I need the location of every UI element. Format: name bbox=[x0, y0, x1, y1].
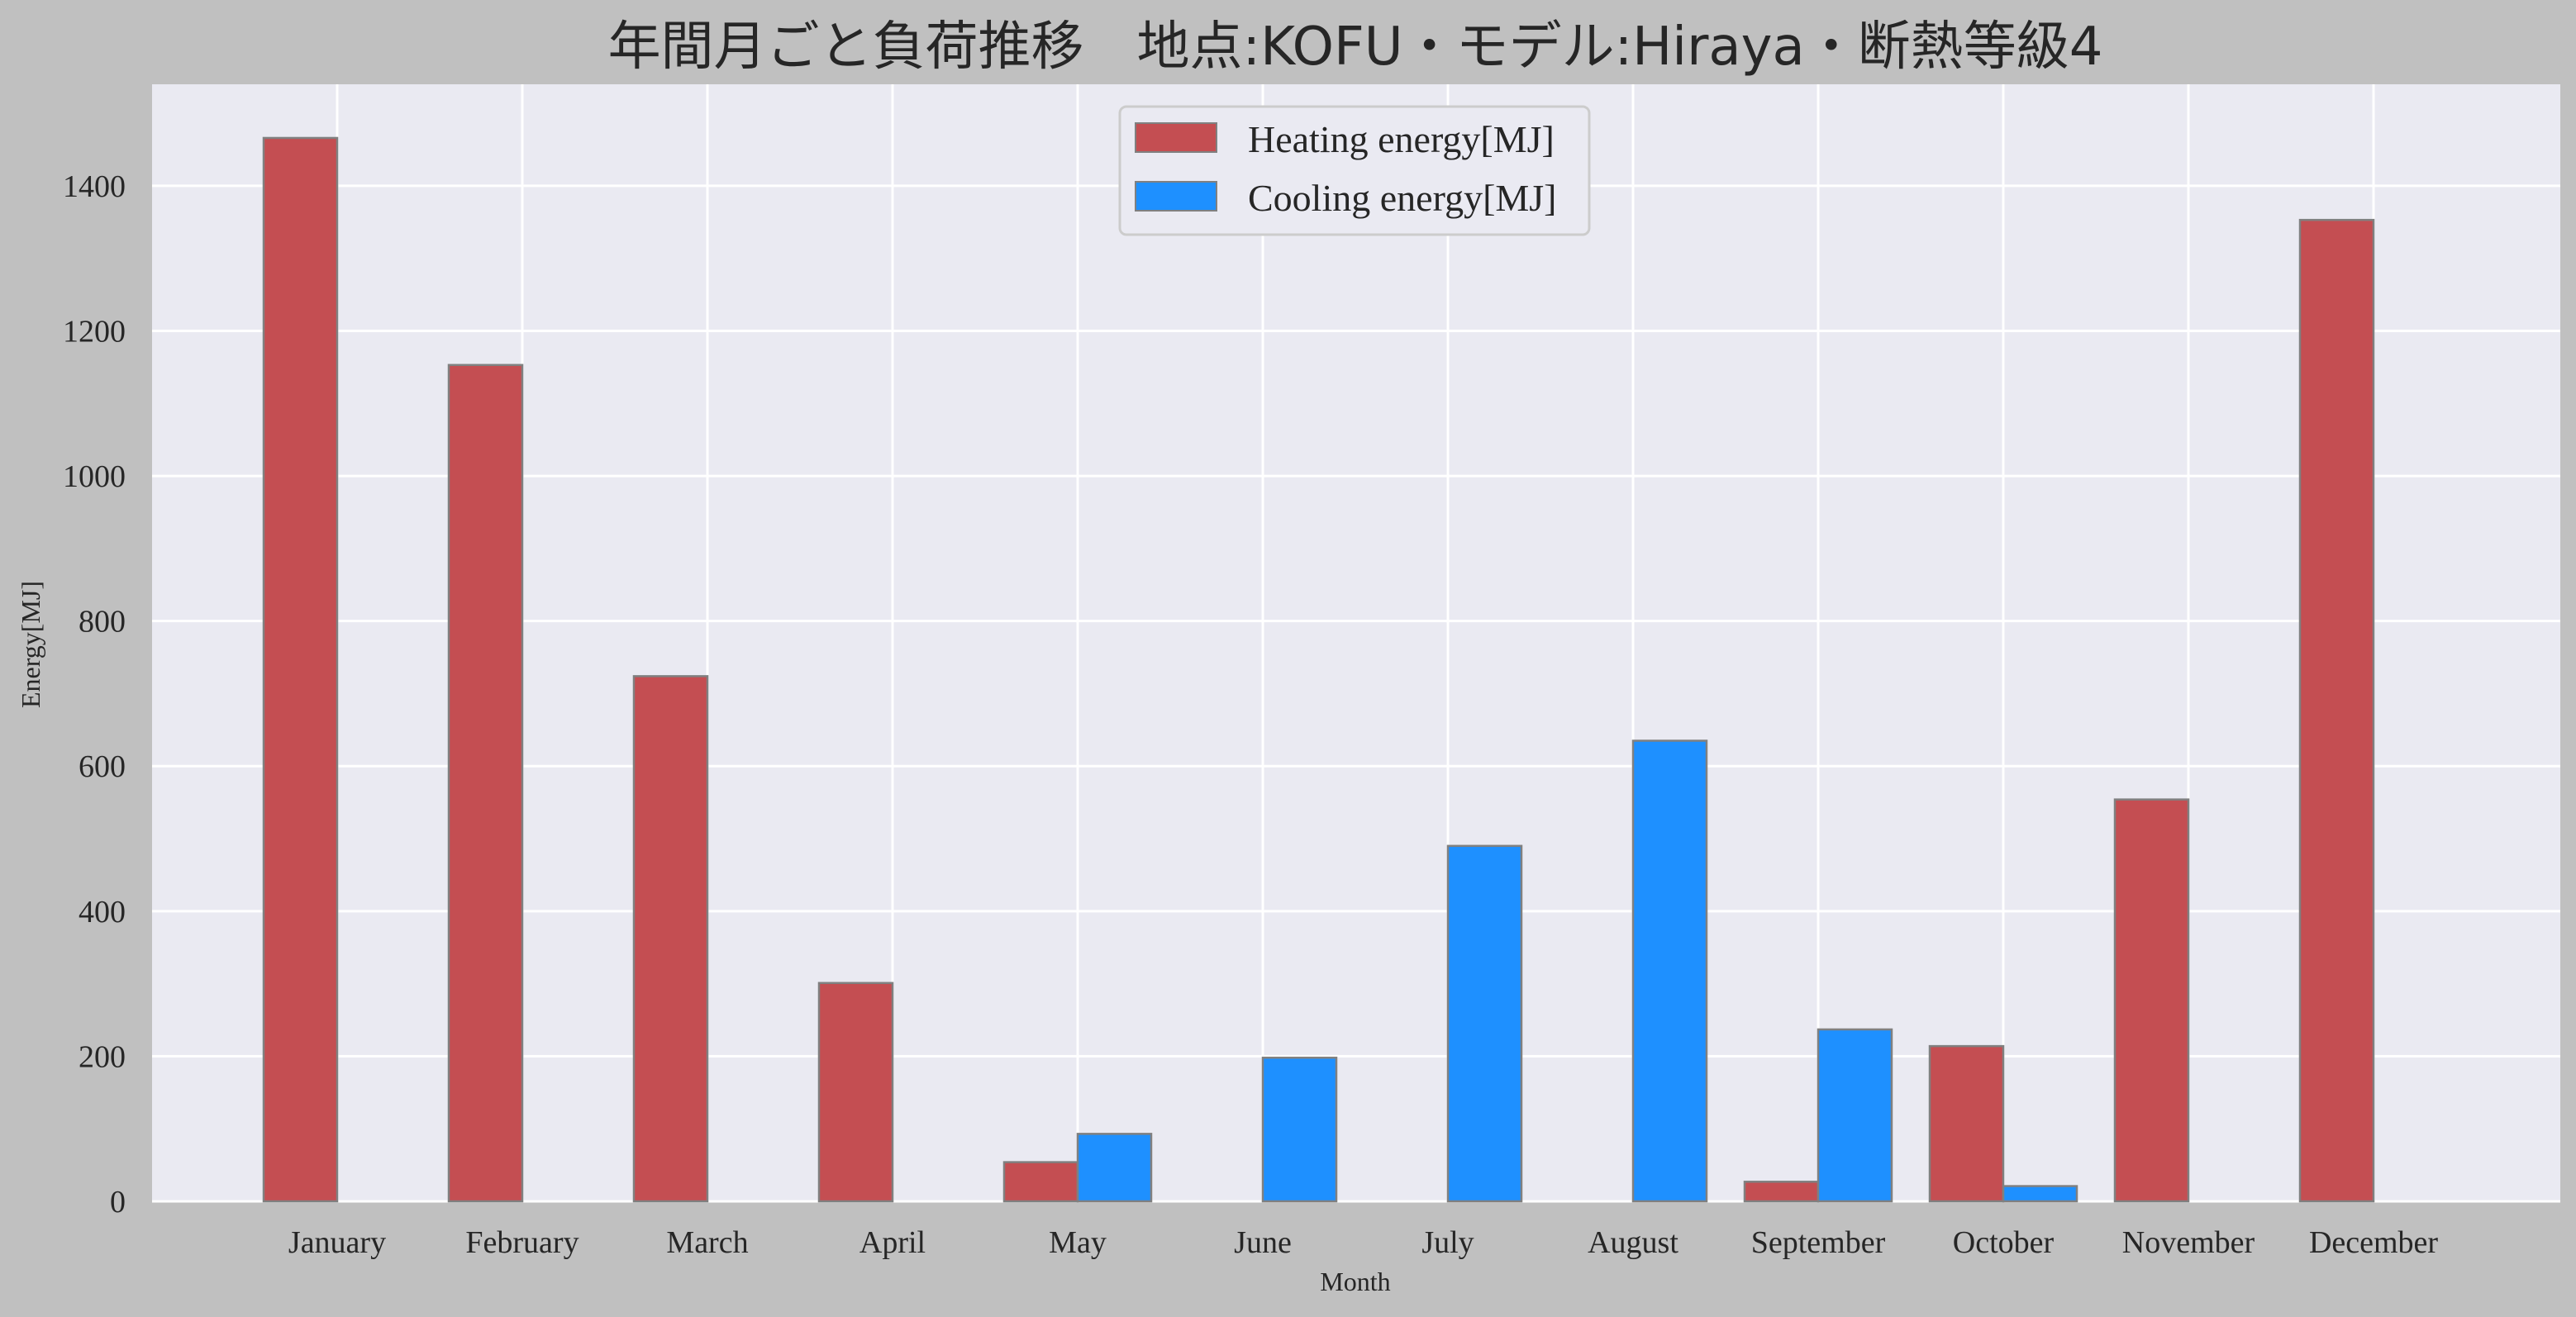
y-tick-labels: 0 200 400 600 800 1000 1200 1400 bbox=[63, 169, 126, 1220]
x-tick-label-may: May bbox=[1049, 1225, 1107, 1260]
y-axis-label: Energy[MJ] bbox=[16, 581, 45, 708]
bar-heating-september bbox=[1743, 1181, 1820, 1203]
x-axis-label: Month bbox=[1320, 1267, 1390, 1296]
bar-heating-may bbox=[1002, 1161, 1079, 1203]
x-tick-label-october: October bbox=[1953, 1225, 2055, 1260]
bar-heating-february bbox=[447, 364, 524, 1203]
x-tick-label-august: August bbox=[1588, 1225, 1678, 1260]
x-tick-label-june: June bbox=[1234, 1225, 1292, 1260]
x-tick-label-april: April bbox=[859, 1225, 926, 1260]
chart-title: 年間月ごと負荷推移 地点:KOFU・モデル:Hiraya・断熱等級4 bbox=[608, 17, 2103, 78]
bar-heating-january bbox=[262, 136, 339, 1203]
bar-cooling-august bbox=[1631, 739, 1708, 1203]
y-tick-label-0: 0 bbox=[110, 1185, 126, 1220]
x-tick-label-september: September bbox=[1751, 1225, 1886, 1260]
bar-cooling-july bbox=[1446, 844, 1523, 1203]
y-tick-label-4: 800 bbox=[79, 605, 126, 639]
legend-label-heating: Heating energy[MJ] bbox=[1248, 118, 1555, 160]
y-tick-label-7: 1400 bbox=[63, 169, 126, 204]
x-tick-label-march: March bbox=[666, 1225, 748, 1260]
x-tick-label-july: July bbox=[1421, 1225, 1474, 1260]
y-tick-label-2: 400 bbox=[79, 895, 126, 930]
bars bbox=[262, 136, 2375, 1203]
bar-cooling-june bbox=[1261, 1056, 1338, 1203]
legend: Heating energy[MJ] Cooling energy[MJ] bbox=[1118, 105, 1591, 236]
legend-swatch-cooling bbox=[1135, 181, 1217, 212]
legend-swatch-heating bbox=[1135, 122, 1217, 153]
bar-heating-march bbox=[632, 675, 709, 1203]
legend-box bbox=[1118, 105, 1591, 236]
x-tick-label-november: November bbox=[2122, 1225, 2255, 1260]
bar-cooling-october bbox=[2002, 1185, 2078, 1203]
y-tick-label-6: 1200 bbox=[63, 314, 126, 349]
y-tick-label-5: 1000 bbox=[63, 459, 126, 494]
y-tick-label-3: 600 bbox=[79, 749, 126, 784]
bar-heating-december bbox=[2298, 218, 2375, 1203]
x-tick-label-january: January bbox=[288, 1225, 386, 1260]
legend-label-cooling: Cooling energy[MJ] bbox=[1248, 177, 1557, 219]
bar-cooling-may bbox=[1076, 1133, 1153, 1203]
bar-heating-october bbox=[1928, 1044, 2005, 1203]
bar-heating-april bbox=[817, 982, 894, 1203]
x-tick-labels: January February March April May June July Augu… bbox=[288, 1225, 2438, 1260]
x-tick-label-february: February bbox=[465, 1225, 579, 1260]
y-tick-label-1: 200 bbox=[79, 1039, 126, 1074]
bar-cooling-september bbox=[1817, 1028, 1893, 1203]
x-tick-label-december: December bbox=[2309, 1225, 2438, 1260]
bar-heating-november bbox=[2113, 798, 2190, 1203]
